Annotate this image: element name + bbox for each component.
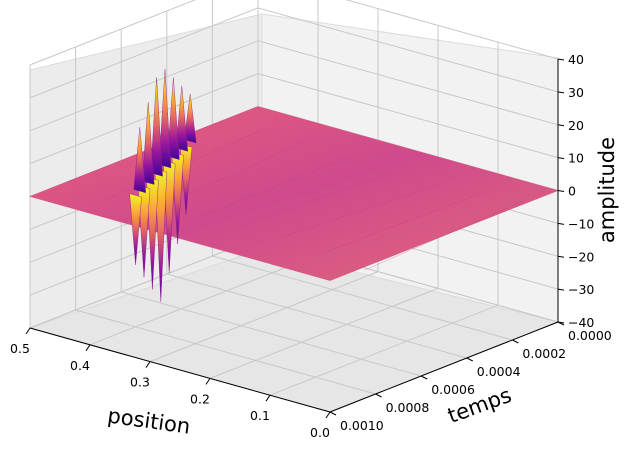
grid-line-z: [29, 73, 559, 165]
x-tick-mark: [325, 411, 331, 419]
surface-ridge: [278, 184, 439, 239]
surface-spike: [133, 127, 147, 194]
z-tick-label: 40: [568, 52, 584, 67]
z-tick-label: −20: [568, 249, 594, 264]
surface-ridge: [235, 171, 396, 228]
z-tick-label: 10: [568, 151, 584, 166]
x-tick-mark: [265, 394, 271, 402]
z-tick-mark: [557, 190, 565, 192]
x-tick-label: 0.3: [130, 375, 150, 390]
grid-line-z: [29, 0, 559, 66]
y-tick-mark: [375, 393, 382, 398]
y-axis-line: [329, 321, 559, 413]
y-tick-mark: [512, 339, 519, 344]
z-tick-label: −10: [568, 216, 594, 231]
surface-spike: [129, 193, 142, 265]
surface-spike: [183, 93, 197, 144]
x-tick-label: 0.1: [250, 408, 270, 423]
y-tick-label: 0.0004: [477, 364, 521, 379]
y-tick-mark: [466, 357, 474, 362]
y-tick-label: 0.0000: [568, 328, 612, 343]
surface-spike: [167, 77, 180, 160]
y-tick-mark: [329, 411, 337, 416]
x-tick-mark: [145, 361, 151, 368]
z-tick-mark: [557, 255, 565, 258]
y-tick-label: 0.0006: [431, 382, 475, 397]
z-tick-mark: [557, 157, 565, 160]
y-tick-label: 0.0010: [340, 418, 384, 433]
z-tick-mark: [557, 288, 565, 291]
x-tick-mark: [25, 327, 31, 335]
grid-line-z: [29, 40, 559, 132]
x-tick-label: 0.5: [10, 341, 30, 356]
y-tick-label: 0.0008: [386, 400, 430, 415]
x-tick-label: 0.2: [190, 391, 210, 406]
z-tick-label: 0: [568, 184, 576, 199]
surface: [29, 69, 559, 302]
z-tick-mark: [557, 321, 565, 324]
x-tick-label: 0.4: [70, 358, 90, 373]
tick-labels: 0.00.10.20.30.40.50.00000.00020.00040.00…: [10, 52, 612, 440]
surface-ridge: [321, 193, 482, 254]
y-tick-label: 0.0002: [522, 346, 566, 361]
x-axis-line: [29, 327, 331, 413]
z-tick-label: 30: [568, 85, 584, 100]
surface-ridge: [364, 200, 524, 271]
z-tick-label: −30: [568, 282, 594, 297]
surface-spike: [158, 69, 172, 169]
x-axis-label: position: [106, 403, 192, 438]
x-tick-label: 0.0: [310, 425, 330, 440]
z-tick-label: −40: [568, 315, 594, 330]
z-tick-mark: [557, 58, 565, 61]
x-tick-mark: [205, 378, 211, 385]
surface-spike: [150, 77, 163, 177]
z-axis-label: amplitude: [595, 137, 619, 243]
z-tick-mark: [557, 91, 565, 94]
grid-line-z: [29, 7, 559, 99]
surface-spike: [141, 102, 155, 185]
y-tick-mark: [420, 375, 428, 380]
z-tick-mark: [557, 222, 565, 225]
surface-spike: [175, 85, 189, 152]
z-tick-label: 20: [568, 118, 584, 133]
z-tick-mark: [557, 124, 565, 127]
surface-ridge: [64, 119, 224, 184]
x-tick-mark: [85, 344, 91, 352]
surface-ridge: [192, 155, 353, 220]
